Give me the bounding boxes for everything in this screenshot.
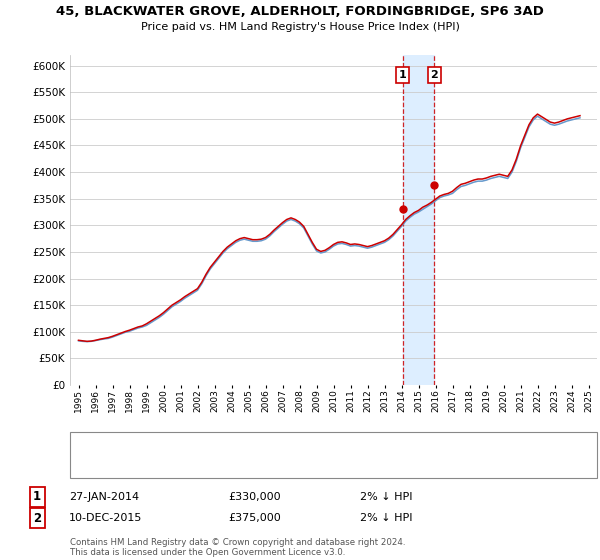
Text: 2% ↓ HPI: 2% ↓ HPI bbox=[360, 492, 413, 502]
Text: 10-DEC-2015: 10-DEC-2015 bbox=[69, 513, 142, 523]
Text: HPI: Average price, detached house, Dorset: HPI: Average price, detached house, Dors… bbox=[112, 461, 325, 471]
Text: 27-JAN-2014: 27-JAN-2014 bbox=[69, 492, 139, 502]
Text: 2% ↓ HPI: 2% ↓ HPI bbox=[360, 513, 413, 523]
Text: Price paid vs. HM Land Registry's House Price Index (HPI): Price paid vs. HM Land Registry's House … bbox=[140, 22, 460, 32]
Text: Contains HM Land Registry data © Crown copyright and database right 2024.
This d: Contains HM Land Registry data © Crown c… bbox=[70, 538, 406, 557]
Text: £375,000: £375,000 bbox=[228, 513, 281, 523]
Bar bbox=[403, 55, 434, 385]
Text: 45, BLACKWATER GROVE, ALDERHOLT, FORDINGBRIDGE, SP6 3AD: 45, BLACKWATER GROVE, ALDERHOLT, FORDING… bbox=[56, 5, 544, 18]
Text: £330,000: £330,000 bbox=[228, 492, 281, 502]
Text: 2: 2 bbox=[430, 70, 438, 80]
Text: 2: 2 bbox=[33, 511, 41, 525]
Text: 1: 1 bbox=[33, 491, 41, 503]
Text: 1: 1 bbox=[399, 70, 407, 80]
Text: 45, BLACKWATER GROVE, ALDERHOLT, FORDINGBRIDGE, SP6 3AD (detached house): 45, BLACKWATER GROVE, ALDERHOLT, FORDING… bbox=[112, 440, 524, 450]
